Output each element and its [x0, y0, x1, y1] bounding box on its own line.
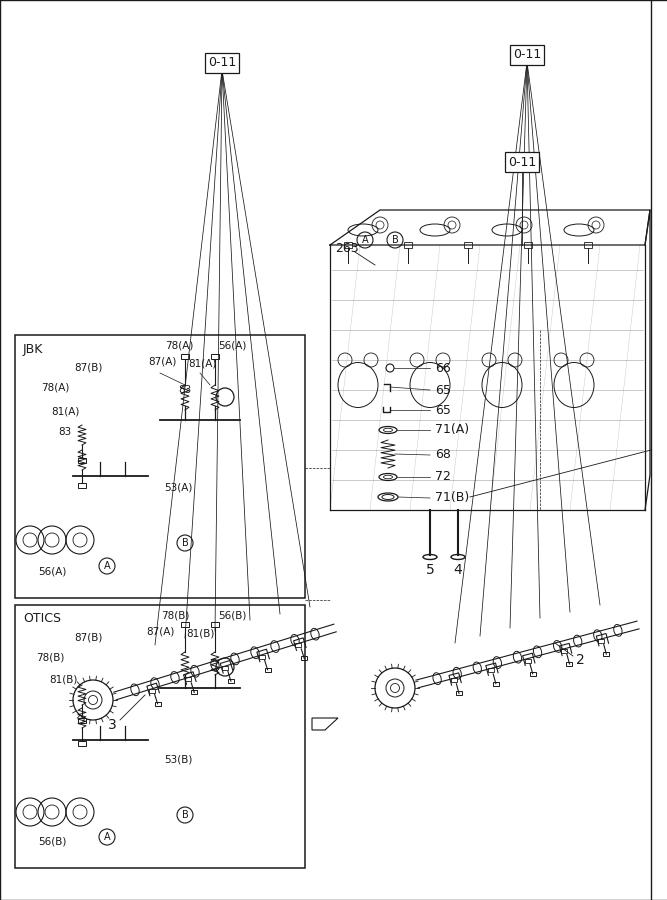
FancyBboxPatch shape	[155, 702, 161, 706]
FancyBboxPatch shape	[562, 649, 568, 652]
FancyBboxPatch shape	[451, 679, 457, 682]
FancyBboxPatch shape	[78, 458, 86, 463]
FancyBboxPatch shape	[295, 644, 301, 647]
Text: 56(B): 56(B)	[218, 610, 246, 620]
FancyBboxPatch shape	[524, 242, 532, 248]
Text: 53(A): 53(A)	[164, 482, 192, 492]
FancyBboxPatch shape	[211, 622, 219, 627]
FancyBboxPatch shape	[344, 242, 352, 248]
Text: 87(B): 87(B)	[74, 632, 102, 642]
FancyBboxPatch shape	[181, 354, 189, 359]
Text: B: B	[181, 810, 188, 820]
Text: 71(A): 71(A)	[435, 424, 469, 436]
Text: 56(A): 56(A)	[218, 340, 246, 350]
Text: 0-11: 0-11	[513, 49, 541, 61]
Text: 56(A): 56(A)	[38, 567, 66, 577]
FancyBboxPatch shape	[301, 656, 307, 661]
FancyBboxPatch shape	[259, 654, 265, 659]
Text: 3: 3	[107, 718, 116, 732]
Polygon shape	[312, 718, 338, 730]
Text: 66: 66	[435, 362, 451, 374]
Text: 81(B): 81(B)	[49, 675, 77, 685]
FancyBboxPatch shape	[584, 242, 592, 248]
Text: 81(B): 81(B)	[186, 629, 214, 639]
Text: 2: 2	[576, 653, 584, 667]
FancyBboxPatch shape	[404, 242, 412, 248]
FancyBboxPatch shape	[598, 639, 604, 643]
FancyBboxPatch shape	[222, 666, 228, 670]
Text: 81(A): 81(A)	[188, 359, 216, 369]
Text: OTICS: OTICS	[23, 613, 61, 626]
Ellipse shape	[423, 554, 437, 560]
Text: 53(B): 53(B)	[164, 754, 192, 764]
Text: 65: 65	[435, 383, 451, 397]
Text: 78(A): 78(A)	[41, 382, 69, 392]
Text: B: B	[392, 235, 398, 245]
Text: 0-11: 0-11	[508, 156, 536, 168]
Ellipse shape	[451, 554, 465, 560]
Text: 83: 83	[178, 385, 191, 395]
Text: 87(A): 87(A)	[148, 357, 176, 367]
FancyBboxPatch shape	[78, 483, 86, 488]
FancyBboxPatch shape	[566, 662, 572, 666]
Text: 87(A): 87(A)	[146, 627, 174, 637]
Text: 65: 65	[435, 403, 451, 417]
Text: B: B	[181, 538, 188, 548]
Text: 78(B): 78(B)	[36, 652, 64, 662]
Text: 0-11: 0-11	[208, 57, 236, 69]
FancyBboxPatch shape	[488, 669, 494, 672]
Text: A: A	[103, 832, 110, 842]
Text: 78(A): 78(A)	[165, 340, 193, 350]
Text: 68: 68	[435, 448, 451, 462]
Text: 5: 5	[426, 563, 434, 577]
FancyBboxPatch shape	[78, 718, 86, 723]
FancyBboxPatch shape	[464, 242, 472, 248]
Text: 4: 4	[454, 563, 462, 577]
FancyBboxPatch shape	[604, 652, 610, 656]
Text: A: A	[103, 561, 110, 571]
Text: 83: 83	[59, 427, 71, 437]
Text: 56(B): 56(B)	[38, 837, 66, 847]
Text: 78(B): 78(B)	[161, 610, 189, 620]
FancyBboxPatch shape	[78, 741, 86, 746]
Text: 71(B): 71(B)	[435, 491, 470, 505]
FancyBboxPatch shape	[181, 622, 189, 627]
FancyBboxPatch shape	[228, 680, 234, 683]
FancyBboxPatch shape	[191, 690, 197, 695]
Bar	[15, 335, 305, 598]
Text: JBK: JBK	[23, 343, 43, 356]
FancyBboxPatch shape	[524, 659, 530, 662]
Text: 81(A): 81(A)	[51, 407, 79, 417]
Text: 263: 263	[335, 241, 359, 255]
FancyBboxPatch shape	[185, 678, 191, 681]
Bar	[15, 605, 305, 868]
FancyBboxPatch shape	[530, 671, 536, 676]
FancyBboxPatch shape	[149, 688, 155, 693]
Text: 87(B): 87(B)	[74, 362, 102, 372]
FancyBboxPatch shape	[265, 668, 271, 671]
FancyBboxPatch shape	[493, 681, 499, 686]
FancyBboxPatch shape	[456, 691, 462, 696]
Text: 72: 72	[435, 471, 451, 483]
Text: A: A	[362, 235, 368, 245]
FancyBboxPatch shape	[211, 354, 219, 359]
